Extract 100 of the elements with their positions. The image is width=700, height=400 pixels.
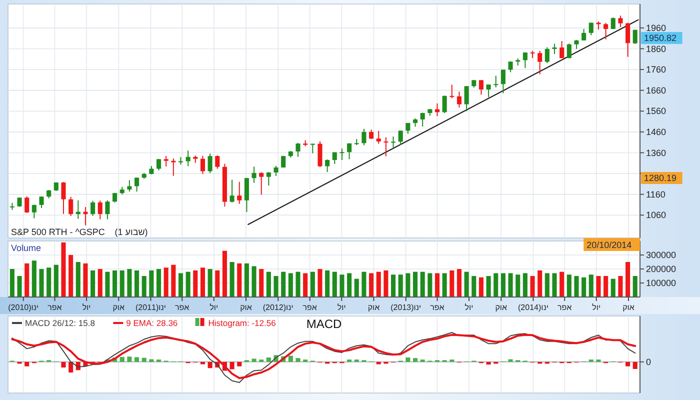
x-tick-label: יול	[210, 303, 218, 312]
bar	[142, 276, 146, 297]
x-tick-label: יול	[337, 303, 346, 312]
bar	[406, 273, 410, 297]
bar	[618, 276, 623, 297]
bar	[200, 362, 205, 364]
bar	[486, 276, 491, 297]
y-tick-label: 1460	[646, 126, 666, 137]
bar	[560, 272, 564, 297]
candlestick	[259, 172, 264, 196]
bar	[428, 273, 432, 297]
x-tick-label: אפר	[175, 303, 190, 312]
bar	[442, 273, 447, 297]
candlestick	[384, 136, 388, 157]
bar	[434, 273, 440, 297]
candlestick	[230, 179, 234, 203]
bar	[222, 250, 227, 297]
bar	[288, 273, 293, 297]
x-tick-label: (2012)ינו	[262, 303, 294, 312]
bar	[626, 262, 630, 297]
candlestick	[610, 16, 616, 30]
candlestick	[632, 29, 638, 44]
bar	[362, 272, 366, 297]
bar	[10, 269, 14, 297]
candlestick	[478, 80, 484, 96]
annotation: (1 שבוע)	[114, 227, 148, 237]
bar	[24, 263, 30, 297]
candlestick	[376, 130, 381, 144]
candlestick	[171, 158, 176, 176]
bar	[610, 278, 616, 297]
candlestick	[604, 22, 608, 40]
candlestick	[560, 40, 564, 59]
bar	[296, 272, 300, 297]
candlestick	[61, 182, 66, 214]
bar	[164, 268, 168, 297]
x-tick-label: אוק	[495, 303, 508, 312]
bar	[420, 272, 425, 297]
candlestick	[442, 95, 447, 114]
candlestick	[32, 204, 36, 219]
bar	[566, 274, 572, 297]
candlestick	[252, 166, 256, 184]
candlestick	[318, 140, 322, 168]
bar	[259, 269, 264, 297]
bar	[604, 276, 608, 297]
candlestick	[420, 112, 425, 128]
y-tick-label: 1160	[646, 189, 666, 200]
bar	[332, 272, 337, 297]
bar	[90, 270, 96, 297]
candlestick	[325, 158, 330, 173]
bar	[288, 356, 293, 362]
bar	[120, 270, 124, 297]
candlestick	[98, 200, 102, 220]
bar	[149, 359, 154, 362]
bar	[596, 276, 601, 297]
bar	[274, 276, 278, 297]
bar	[486, 362, 491, 365]
candlestick	[90, 200, 96, 216]
bar	[464, 272, 469, 297]
bar	[632, 362, 638, 369]
candlestick	[296, 142, 300, 158]
bar	[478, 277, 484, 297]
candlestick	[464, 86, 469, 112]
y-tick-label: 1060	[646, 210, 666, 220]
x-tick-label: (2011)ינו	[136, 303, 166, 312]
bar	[171, 264, 176, 297]
x-tick-label: אפר	[558, 303, 572, 312]
text: 1280.19	[644, 173, 677, 184]
bar	[237, 263, 242, 297]
bar	[252, 266, 256, 297]
candlestick	[362, 128, 366, 146]
bar	[215, 270, 220, 297]
x-tick-label: אוק	[112, 303, 125, 312]
legend-label: 9 EMA: 28.36	[126, 318, 178, 328]
bar	[83, 263, 88, 297]
bar	[369, 273, 374, 297]
candlestick	[456, 91, 462, 108]
bar	[588, 274, 594, 297]
candlestick	[494, 75, 498, 88]
bar	[412, 272, 418, 297]
candlestick	[434, 102, 440, 117]
candlestick	[332, 152, 337, 164]
bar	[508, 359, 513, 362]
bar	[156, 269, 162, 297]
annotation: 20/10/2014	[586, 240, 632, 250]
bar	[252, 358, 256, 362]
bar	[266, 358, 271, 362]
candlestick	[127, 180, 132, 192]
x-tick-label: (2013)ינו	[390, 303, 422, 312]
bar	[112, 270, 118, 297]
bar	[98, 269, 102, 297]
bar	[376, 272, 381, 297]
bar	[68, 362, 74, 372]
candlestick	[522, 52, 528, 69]
bar	[500, 273, 506, 297]
candlestick	[398, 130, 403, 146]
bar	[208, 362, 212, 368]
bar	[142, 358, 146, 362]
bar	[244, 263, 249, 297]
x-tick-label: (2014)ינו	[518, 303, 548, 312]
bar	[632, 276, 638, 297]
